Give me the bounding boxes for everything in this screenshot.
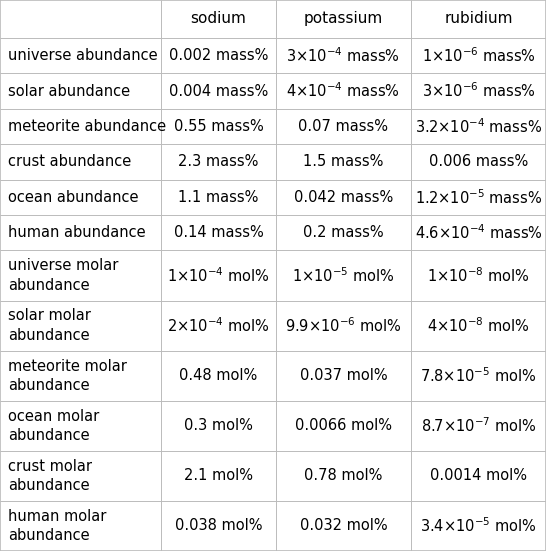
Text: ocean molar
abundance: ocean molar abundance — [8, 409, 99, 443]
Text: meteorite abundance: meteorite abundance — [8, 119, 166, 134]
Text: 2.1 mol%: 2.1 mol% — [184, 468, 253, 483]
Text: 3.2×10$^{-4}$ mass%: 3.2×10$^{-4}$ mass% — [415, 117, 542, 136]
Text: crust abundance: crust abundance — [8, 154, 131, 169]
Text: 0.032 mol%: 0.032 mol% — [300, 518, 387, 533]
Text: 0.3 mol%: 0.3 mol% — [184, 418, 253, 433]
Text: solar molar
abundance: solar molar abundance — [8, 309, 91, 343]
Text: 4×10$^{-8}$ mol%: 4×10$^{-8}$ mol% — [427, 316, 530, 335]
Text: 8.7×10$^{-7}$ mol%: 8.7×10$^{-7}$ mol% — [421, 417, 536, 435]
Text: 1×10$^{-6}$ mass%: 1×10$^{-6}$ mass% — [422, 46, 536, 65]
Text: 1×10$^{-4}$ mol%: 1×10$^{-4}$ mol% — [167, 266, 270, 285]
Text: universe abundance: universe abundance — [8, 48, 157, 63]
Text: 1×10$^{-8}$ mol%: 1×10$^{-8}$ mol% — [427, 266, 530, 285]
Text: 3.4×10$^{-5}$ mol%: 3.4×10$^{-5}$ mol% — [420, 517, 537, 536]
Text: 0.042 mass%: 0.042 mass% — [294, 190, 393, 205]
Text: ocean abundance: ocean abundance — [8, 190, 138, 205]
Text: 2.3 mass%: 2.3 mass% — [178, 154, 259, 169]
Text: crust molar
abundance: crust molar abundance — [8, 459, 92, 493]
Text: 0.002 mass%: 0.002 mass% — [169, 48, 268, 63]
Text: 0.07 mass%: 0.07 mass% — [299, 119, 388, 134]
Text: 0.2 mass%: 0.2 mass% — [303, 225, 384, 240]
Text: 0.0014 mol%: 0.0014 mol% — [430, 468, 527, 483]
Text: 1.2×10$^{-5}$ mass%: 1.2×10$^{-5}$ mass% — [415, 188, 542, 207]
Text: 4.6×10$^{-4}$ mass%: 4.6×10$^{-4}$ mass% — [414, 223, 543, 242]
Text: 0.78 mol%: 0.78 mol% — [304, 468, 383, 483]
Text: potassium: potassium — [304, 12, 383, 26]
Text: 2×10$^{-4}$ mol%: 2×10$^{-4}$ mol% — [167, 316, 270, 335]
Text: 0.55 mass%: 0.55 mass% — [174, 119, 263, 134]
Text: 0.004 mass%: 0.004 mass% — [169, 84, 268, 99]
Text: 0.038 mol%: 0.038 mol% — [175, 518, 262, 533]
Text: 4×10$^{-4}$ mass%: 4×10$^{-4}$ mass% — [287, 82, 400, 100]
Text: rubidium: rubidium — [444, 12, 513, 26]
Text: human abundance: human abundance — [8, 225, 145, 240]
Text: solar abundance: solar abundance — [8, 84, 130, 99]
Text: 1×10$^{-5}$ mol%: 1×10$^{-5}$ mol% — [292, 266, 395, 285]
Text: 0.14 mass%: 0.14 mass% — [174, 225, 263, 240]
Text: 1.5 mass%: 1.5 mass% — [303, 154, 384, 169]
Text: universe molar
abundance: universe molar abundance — [8, 258, 118, 293]
Text: 3×10$^{-6}$ mass%: 3×10$^{-6}$ mass% — [422, 82, 536, 100]
Text: meteorite molar
abundance: meteorite molar abundance — [8, 359, 127, 393]
Text: 0.006 mass%: 0.006 mass% — [429, 154, 528, 169]
Text: human molar
abundance: human molar abundance — [8, 509, 106, 543]
Text: 0.037 mol%: 0.037 mol% — [300, 368, 387, 383]
Text: 7.8×10$^{-5}$ mol%: 7.8×10$^{-5}$ mol% — [420, 366, 537, 385]
Text: 9.9×10$^{-6}$ mol%: 9.9×10$^{-6}$ mol% — [285, 316, 402, 335]
Text: 1.1 mass%: 1.1 mass% — [178, 190, 259, 205]
Text: 3×10$^{-4}$ mass%: 3×10$^{-4}$ mass% — [287, 46, 400, 65]
Text: 0.48 mol%: 0.48 mol% — [179, 368, 258, 383]
Text: sodium: sodium — [191, 12, 246, 26]
Text: 0.0066 mol%: 0.0066 mol% — [295, 418, 392, 433]
